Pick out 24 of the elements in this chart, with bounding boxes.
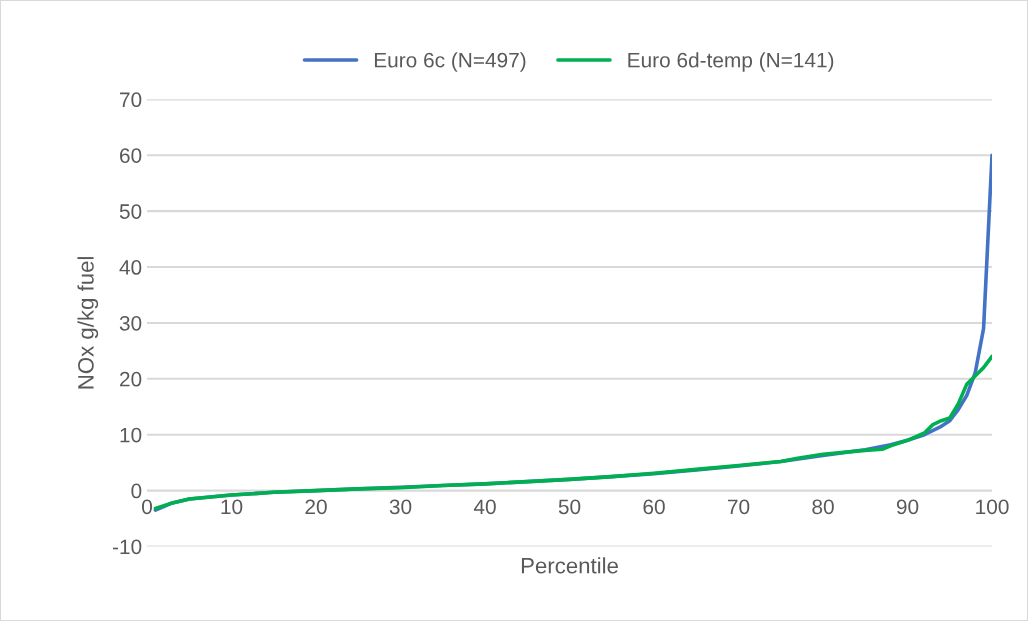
x-tick-label: 50 <box>558 499 581 515</box>
x-tick-label: 0 <box>142 499 152 515</box>
x-tick-label: 20 <box>305 499 327 515</box>
y-tick-label: 70 <box>120 92 142 108</box>
y-tick-label: 50 <box>119 204 142 219</box>
y-tick-label: 0 <box>131 483 142 499</box>
x-tick-label: 70 <box>728 499 750 515</box>
y-axis-title: NOx g/kg fuel <box>77 257 99 389</box>
legend-label: Euro 6d-temp (N=141) <box>628 52 834 72</box>
y-tick-label: 10 <box>120 427 142 443</box>
legend-label: Euro 6c (N=497) <box>374 52 526 72</box>
y-tick-label: -10 <box>112 539 142 555</box>
x-tick-label: 90 <box>896 499 919 515</box>
x-tick-label: 100 <box>976 499 1009 515</box>
y-tick-label: 60 <box>120 148 142 163</box>
y-tick-label: 40 <box>119 260 142 275</box>
x-tick-label: 10 <box>221 499 243 515</box>
y-tick-label: 30 <box>119 315 142 331</box>
x-tick-label: 80 <box>812 499 834 515</box>
x-tick-label: 30 <box>389 499 412 515</box>
x-tick-label: 40 <box>473 499 496 515</box>
y-tick-label: 20 <box>120 371 142 387</box>
x-tick-label: 60 <box>643 499 665 515</box>
x-axis-title: Percentile <box>521 557 618 574</box>
